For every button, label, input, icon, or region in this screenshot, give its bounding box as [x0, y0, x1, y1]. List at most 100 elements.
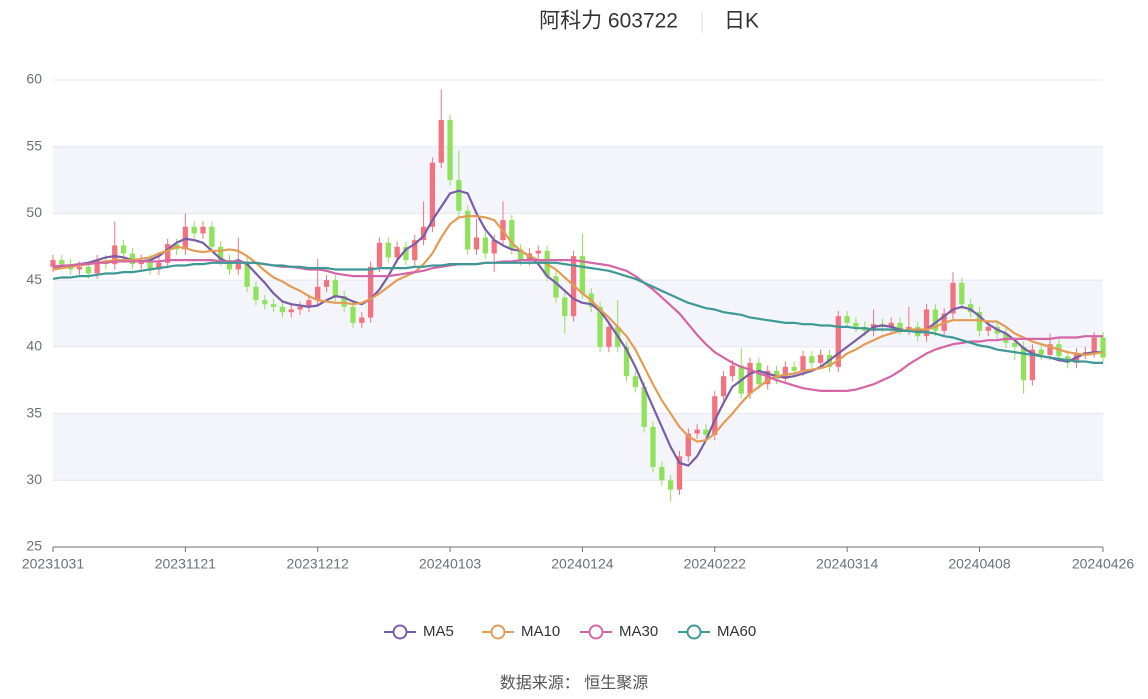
candle-body: [844, 316, 850, 323]
candle-body: [897, 322, 903, 330]
candle-body: [853, 322, 859, 327]
candle-body: [668, 480, 674, 490]
candle-body: [332, 280, 338, 297]
candle-body: [782, 366, 788, 379]
chart-title: 阿科力 603722: [539, 10, 678, 33]
candle-body: [606, 326, 612, 347]
candle-body: [315, 286, 321, 301]
legend-label: MA10: [521, 623, 560, 640]
candle-body: [562, 297, 568, 317]
legend-marker: [490, 624, 506, 640]
candle-body: [306, 300, 312, 307]
candle-body: [720, 376, 727, 397]
candle-body: [218, 246, 224, 261]
candle-body: [623, 346, 630, 377]
x-tick-label: 20240314: [816, 556, 879, 572]
candle-body: [76, 266, 83, 270]
candle-body: [818, 354, 824, 363]
candle-body: [209, 226, 215, 247]
candle-body: [350, 306, 356, 323]
legend-marker: [588, 624, 604, 640]
candle-body: [676, 456, 683, 490]
candle-body: [765, 370, 771, 385]
candle-body: [906, 326, 912, 330]
candle-body: [438, 120, 444, 163]
y-tick-label: 30: [26, 471, 42, 487]
candle-body: [791, 366, 797, 371]
candle-body: [50, 260, 56, 267]
candle-body: [694, 429, 700, 434]
candle-body: [800, 356, 806, 371]
candle-body: [226, 260, 233, 270]
x-tick-label: 20240426: [1072, 556, 1135, 572]
legend-marker: [686, 624, 702, 640]
candle-body: [597, 306, 603, 347]
candle-body: [553, 276, 559, 298]
candle-body: [1091, 337, 1097, 353]
candle-body: [120, 245, 127, 254]
candle-body: [968, 304, 974, 313]
candle-body: [1020, 346, 1027, 381]
candle-body: [1100, 337, 1106, 358]
candle-body: [112, 245, 118, 265]
candle-body: [59, 260, 65, 265]
candle-body: [165, 244, 171, 263]
y-tick-label: 25: [26, 538, 42, 554]
candle-body: [773, 370, 780, 379]
candle-body: [200, 226, 206, 234]
candle-body: [323, 280, 330, 287]
y-tick-label: 35: [26, 404, 42, 420]
candle-body: [632, 376, 638, 387]
candle-body: [809, 356, 815, 363]
candle-body: [297, 306, 303, 310]
candle-body: [253, 286, 259, 301]
candle-body: [376, 242, 383, 267]
legend-item: MA60: [678, 623, 756, 640]
candle-body: [685, 433, 691, 457]
candle-body: [1038, 349, 1044, 355]
ma-line: [52, 259, 1103, 392]
candle-body: [270, 304, 277, 307]
ma-line: [52, 261, 1103, 364]
legend-label: MA5: [423, 623, 454, 640]
x-tick-label: 20240103: [419, 556, 482, 572]
y-tick-label: 45: [26, 271, 42, 287]
candle-body: [420, 226, 427, 241]
candle-body: [465, 210, 471, 250]
split-area: [53, 413, 1103, 481]
x-tick-label: 20231121: [155, 556, 216, 572]
candle-body: [368, 266, 374, 318]
candle-body: [156, 262, 162, 270]
candle-body: [712, 396, 718, 435]
source-note: 数据来源： 恒生聚源: [500, 674, 648, 692]
legend-item: MA5: [384, 623, 454, 640]
x-tick-label: 20240124: [551, 556, 614, 572]
y-tick-label: 40: [26, 338, 42, 354]
x-tick-label: 20240408: [948, 556, 1011, 572]
candle-body: [129, 253, 136, 265]
candle-body: [244, 262, 250, 287]
candle-body: [385, 242, 391, 258]
candle-body: [279, 306, 286, 313]
candle-body: [535, 250, 541, 254]
candle-body: [985, 326, 991, 331]
candle-body: [1029, 349, 1036, 381]
candle-body: [703, 429, 709, 435]
candle-body: [94, 260, 100, 274]
candle-body: [1047, 344, 1053, 355]
candle-body: [923, 309, 930, 337]
x-tick-label: 20240222: [684, 556, 747, 572]
legend-label: MA30: [619, 623, 658, 640]
candle-body: [412, 240, 418, 261]
y-tick-label: 60: [26, 71, 42, 87]
legend-label: MA60: [717, 623, 756, 640]
legend-item: MA10: [482, 623, 560, 640]
candle-body: [579, 256, 586, 294]
candle-body: [235, 262, 241, 270]
candle-body: [191, 226, 197, 234]
candle-body: [659, 466, 665, 481]
candle-body: [509, 220, 515, 250]
legend-marker: [392, 624, 408, 640]
candle-body: [447, 120, 453, 181]
